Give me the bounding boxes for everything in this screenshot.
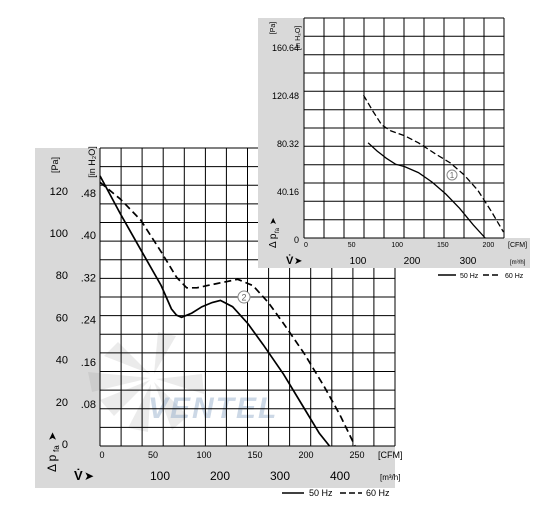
pa-tick-label: 60	[56, 312, 68, 324]
series-60hz-line	[362, 94, 505, 233]
curve-marker-label: 2	[241, 293, 246, 303]
inh2o-tick-label: .64	[286, 43, 299, 53]
m3h-tick-label: 300	[460, 256, 477, 267]
watermark-fan-logo	[88, 332, 204, 432]
inset-curves	[362, 94, 505, 239]
pa-tick-label: 100	[50, 228, 68, 240]
y-axis-symbol: Δ p	[45, 454, 59, 472]
pa-tick-label: 0	[62, 439, 68, 451]
inh2o-tick-label: .48	[81, 188, 96, 200]
cfm-tick-label: 150	[247, 450, 262, 460]
inh2o-tick-label: .32	[286, 139, 299, 149]
main-bottom-axis-panel	[35, 446, 395, 488]
m3h-tick-label: 400	[330, 469, 350, 483]
main-left-axis-panel	[35, 148, 100, 488]
cfm-tick-label: 250	[349, 450, 364, 460]
y-axis-arrow-icon: ➤	[268, 217, 278, 225]
main-chart: VENTEL 020406080100120.08.16.24.32.40.48…	[35, 146, 403, 498]
main-curves	[99, 175, 356, 447]
cfm-tick-label: 200	[483, 242, 495, 249]
m3h-tick-label: 200	[404, 256, 421, 267]
series-50hz-line	[99, 175, 331, 447]
x-axis-arrow-icon: ➤	[84, 469, 94, 483]
cfm-tick-label: 100	[391, 242, 403, 249]
cfm-tick-label: 0	[99, 450, 104, 460]
cfm-tick-label: 200	[298, 450, 313, 460]
m3h-tick-label: 100	[150, 469, 170, 483]
x-axis-symbol: V̇	[286, 254, 294, 267]
inh2o-unit-label: [in H₂O]	[87, 146, 97, 178]
inset-left-axis-panel	[258, 18, 304, 268]
inh2o-tick-label: .24	[81, 315, 96, 327]
y-axis-title: Δ pfa ➤	[268, 217, 281, 248]
legend-50hz-label: 50 Hz	[309, 488, 333, 498]
inh2o-tick-label: .16	[286, 187, 299, 197]
y-axis-subscript: fa	[275, 227, 281, 233]
m3h-tick-label: 200	[210, 469, 230, 483]
cfm-tick-label: 50	[348, 242, 356, 249]
inset-bottom-axis-panel	[258, 238, 530, 268]
cfm-tick-label: 50	[148, 450, 158, 460]
pa-tick-label: 120	[50, 186, 68, 198]
inh2o-tick-label: .40	[81, 230, 96, 242]
m3h-tick-label: 100	[350, 256, 367, 267]
pa-unit-label: [Pa]	[270, 22, 277, 35]
m3h-tick-label: 300	[270, 469, 290, 483]
curve-marker-label: 1	[450, 171, 455, 180]
curve-marker-circle	[237, 290, 251, 304]
x-axis-symbol: V̇	[74, 468, 83, 483]
legend-50hz-label: 50 Hz	[460, 273, 479, 280]
y-axis-arrow-icon: ➤	[47, 432, 59, 441]
cfm-tick-label: 0	[304, 242, 308, 249]
inset-grid	[303, 17, 505, 239]
pa-tick-label: 40	[56, 355, 68, 367]
y-axis-subscript: fa	[52, 445, 61, 452]
inh2o-tick-label: .48	[286, 91, 299, 101]
inh2o-tick-label: .32	[81, 272, 96, 284]
inh2o-tick-label: .16	[81, 357, 96, 369]
cfm-unit-label: [CFM]	[378, 450, 403, 460]
y-axis-title: Δ p fa ➤	[45, 432, 61, 472]
pa-tick-label: 20	[56, 397, 68, 409]
pa-tick-label: 120	[272, 91, 287, 101]
inh2o-tick-label: .08	[81, 399, 96, 411]
curve-marker-circle	[446, 169, 458, 181]
m3h-unit-label: [m³/h]	[380, 473, 400, 482]
m3h-unit-label: [m³/h]	[510, 260, 526, 266]
inh2o-tick-label: 0	[294, 235, 299, 245]
pa-unit-label: [Pa]	[50, 157, 60, 173]
pa-tick-label: 80	[56, 270, 68, 282]
inh2o-unit-label: [in H₂O]	[295, 26, 302, 51]
cfm-unit-label: [CFM]	[508, 242, 527, 249]
cfm-tick-label: 150	[437, 242, 449, 249]
pa-tick-label: 40	[277, 187, 287, 197]
legend-60hz-label: 60 Hz	[505, 273, 524, 280]
legend-60hz-label: 60 Hz	[366, 488, 390, 498]
series-60hz-line	[99, 181, 356, 447]
pa-tick-label: 160	[272, 43, 287, 53]
series-50hz-line	[367, 142, 486, 239]
cfm-tick-label: 100	[196, 450, 211, 460]
x-axis-arrow-icon: ➤	[294, 256, 302, 267]
y-axis-symbol: Δ p	[268, 233, 279, 248]
pa-tick-label: 80	[277, 139, 287, 149]
